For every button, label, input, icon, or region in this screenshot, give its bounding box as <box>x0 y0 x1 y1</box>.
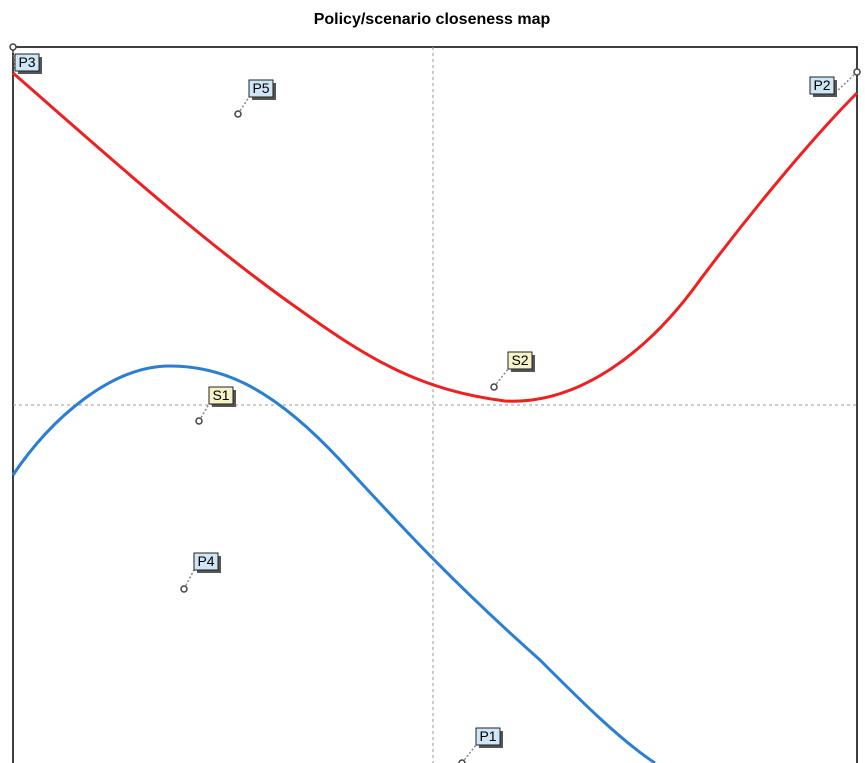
node-marker <box>9 43 17 51</box>
leader-line <box>237 96 250 115</box>
node-label: P3 <box>18 54 35 70</box>
leader-line <box>183 569 195 590</box>
nodes: P3 P5 P2 S2 S1 P4 P1 <box>9 43 861 763</box>
frame <box>12 46 858 763</box>
node-label: S1 <box>212 387 229 403</box>
map-title: Policy/scenario closeness map <box>314 11 551 28</box>
node-label: P5 <box>252 80 269 96</box>
node-marker <box>180 585 188 593</box>
node-marker <box>853 68 861 76</box>
node-marker <box>195 417 203 425</box>
label-box <box>14 53 40 72</box>
node-label: P1 <box>479 728 496 744</box>
node-marker <box>458 759 466 763</box>
node-label: P4 <box>197 553 214 569</box>
label-box <box>475 727 501 746</box>
label-box <box>809 76 835 95</box>
label-box <box>248 79 274 98</box>
leader-line <box>198 403 210 422</box>
node-label: S2 <box>511 352 528 368</box>
node-marker <box>234 110 242 118</box>
red-curve <box>12 71 859 403</box>
label-box <box>208 386 234 405</box>
node-label: P2 <box>813 77 830 93</box>
label-box <box>507 351 533 370</box>
blue-curve <box>11 364 656 763</box>
label-box <box>193 552 219 571</box>
node-marker <box>490 383 498 391</box>
leader-line <box>833 71 858 95</box>
